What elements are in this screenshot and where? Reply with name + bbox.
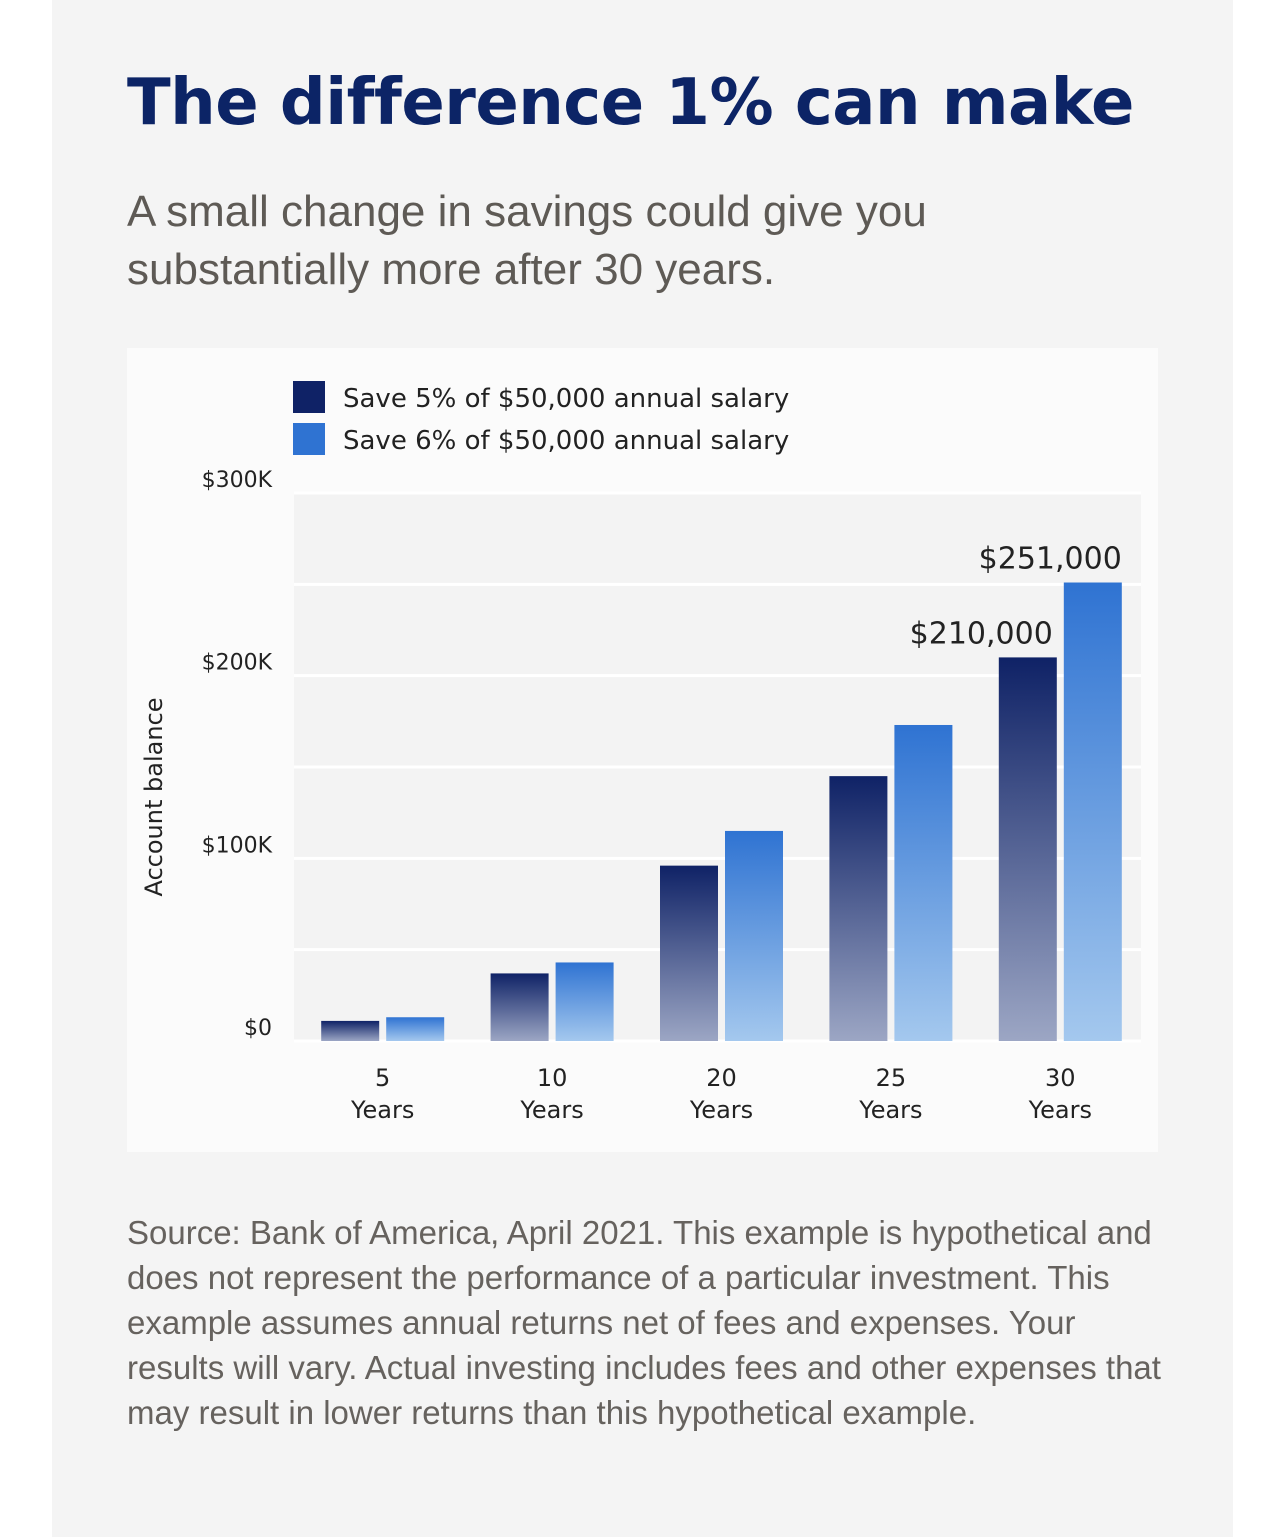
data-label: $210,000 xyxy=(910,616,1053,651)
x-tick-label: 25 xyxy=(876,1064,907,1092)
x-tick-label: Years xyxy=(858,1096,922,1124)
chart-panel: $210,000 $251,000 Save 5% of $50,000 annu… xyxy=(127,348,1158,1152)
bar-series-1-25-years xyxy=(829,776,888,1041)
bar-chart: $210,000 $251,000 Save 5% of $50,000 annu… xyxy=(140,381,1141,1124)
bar-series-2-25-years xyxy=(894,724,953,1041)
bar-series-1-5-years xyxy=(321,1020,380,1041)
bar-series-1-20-years xyxy=(660,865,718,1041)
source-note: Source: Bank of America, April 2021. Thi… xyxy=(127,1214,1161,1431)
y-tick-label: $200K xyxy=(202,651,273,676)
x-tick-label: 20 xyxy=(706,1064,737,1092)
data-label: $251,000 xyxy=(979,542,1122,577)
bar-series-1-10-years xyxy=(490,973,549,1041)
y-axis-label: Account balance xyxy=(140,697,168,896)
x-tick-label: Years xyxy=(1028,1096,1092,1124)
page-title: The difference 1% can make xyxy=(127,66,1134,140)
y-tick-label: $100K xyxy=(202,833,273,858)
x-tick-label: 30 xyxy=(1045,1064,1076,1092)
page-subtitle: A small change in savings could give you… xyxy=(127,187,927,294)
bar-series-2-30-years xyxy=(1063,582,1122,1041)
x-tick-label: Years xyxy=(689,1096,753,1124)
bar-series-2-5-years xyxy=(386,1017,445,1041)
bar-series-2-20-years xyxy=(725,830,783,1041)
x-tick-label: 10 xyxy=(537,1064,568,1092)
bar-series-1-30-years xyxy=(998,657,1057,1041)
legend-label-2: Save 6% of $50,000 annual salary xyxy=(343,426,789,456)
x-tick-label: Years xyxy=(350,1096,414,1124)
x-tick-label: 5 xyxy=(375,1064,390,1092)
legend-label-1: Save 5% of $50,000 annual salary xyxy=(343,384,789,414)
y-tick-label: $300K xyxy=(202,468,273,493)
y-tick-label: $0 xyxy=(244,1016,272,1041)
legend-swatch-2 xyxy=(293,423,325,455)
bar-series-2-10-years xyxy=(555,962,614,1041)
legend-swatch-1 xyxy=(293,381,325,413)
x-tick-label: Years xyxy=(519,1096,583,1124)
